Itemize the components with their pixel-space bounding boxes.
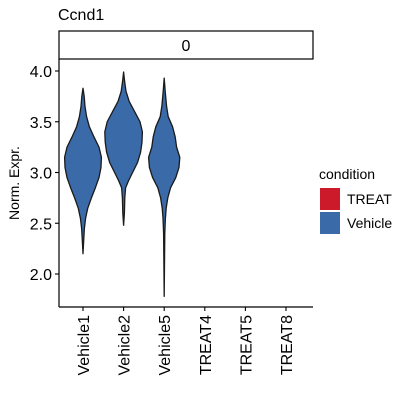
- y-tick-label: 2.5: [30, 216, 52, 233]
- legend-label-vehicle: Vehicle: [347, 215, 392, 231]
- legend-label-treat: TREAT: [347, 191, 392, 207]
- y-tick-label: 4.0: [30, 64, 52, 81]
- y-axis-ticks: 2.0 2.5 3.0 3.5 4.0: [30, 64, 59, 284]
- violin-vehicle5: [149, 78, 180, 296]
- y-tick-label: 2.0: [30, 267, 52, 284]
- x-tick-label-treat5: TREAT5: [238, 315, 255, 375]
- violin-vehicle2: [105, 72, 143, 225]
- x-tick-label-vehicle2: Vehicle2: [117, 315, 134, 376]
- violin-group: [65, 72, 180, 296]
- y-tick-label: 3.5: [30, 115, 52, 132]
- legend-swatch-vehicle: [320, 212, 340, 234]
- violin-vehicle1: [65, 88, 102, 253]
- legend-swatch-treat: [320, 188, 340, 210]
- x-tick-label-treat8: TREAT8: [279, 315, 296, 375]
- legend-title: condition: [319, 166, 375, 182]
- x-axis-ticks: Vehicle1 Vehicle2 Vehicle5 TREAT4 TREAT5 TREA…: [76, 307, 296, 376]
- legend: condition TREAT Vehicle: [319, 166, 392, 234]
- facet-strip-label: 0: [182, 38, 191, 55]
- chart-title: Ccnd1: [58, 7, 104, 24]
- y-tick-label: 3.0: [30, 166, 52, 183]
- y-axis-label: Norm. Expr.: [6, 146, 22, 220]
- x-tick-label-treat4: TREAT4: [198, 315, 215, 375]
- x-tick-label-vehicle5: Vehicle5: [157, 315, 174, 376]
- x-tick-label-vehicle1: Vehicle1: [76, 315, 93, 376]
